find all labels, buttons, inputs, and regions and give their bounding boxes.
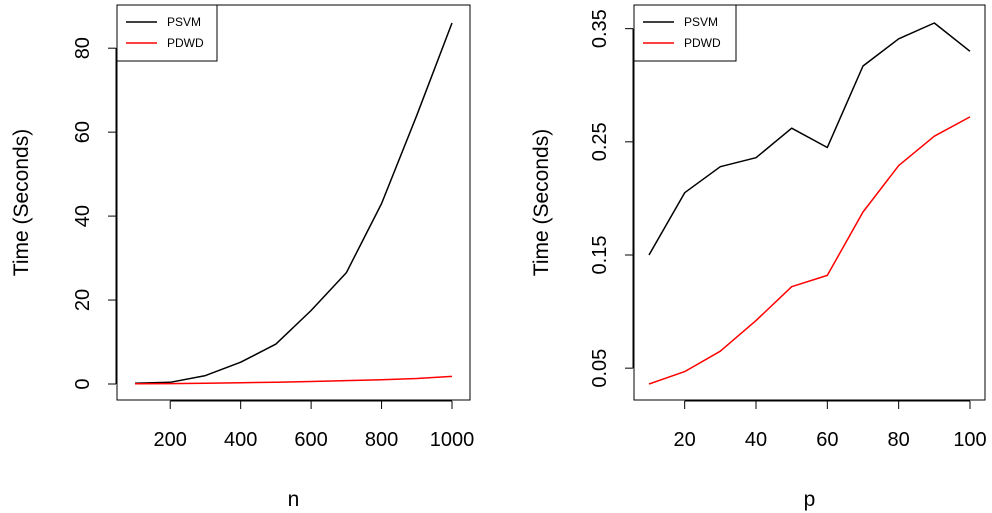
legend-box [116,4,218,62]
y-tick-label: 60 [72,121,94,143]
y-tick-label: 0.05 [589,349,611,388]
x-tick-label: 400 [224,429,257,451]
x-tick-label: 200 [154,429,187,451]
y-tick-label: 40 [72,205,94,227]
series-line-psvm [134,22,453,384]
y-tick-label: 0.15 [589,236,611,275]
x-tick-label: 100 [953,429,986,451]
plot-frame [116,4,471,401]
y-tick-label: 80 [72,37,94,59]
y-tick-label: 20 [72,289,94,311]
y-axis-title: Time (Seconds) [10,129,33,276]
chart-left: 200 400 600 800 1000 0 20 40 60 80 n Time (Seconds)… [10,4,475,511]
legend-label: PDWD [167,36,204,50]
x-tick-label: 60 [816,429,838,451]
x-tick-label: 40 [745,429,767,451]
x-tick-label: 600 [294,429,327,451]
legend-box [633,4,737,62]
x-tick-label: 800 [365,429,398,451]
x-tick-label: 80 [888,429,910,451]
legend-label: PSVM [684,15,718,29]
x-tick-label: 1000 [430,429,475,451]
legend: PSVM PDWD [633,4,737,62]
series-line-pdwd [134,375,453,385]
series-line-psvm [648,22,971,256]
series-line-pdwd [648,116,971,385]
y-axis-title: Time (Seconds) [530,129,553,276]
y-tick-label: 0.25 [589,122,611,161]
chart-right: 20 40 60 80 100 0.05 0.15 0.25 0.35 p Time (Second… [530,4,987,511]
y-tick-label: 0.35 [589,9,611,48]
legend-label: PSVM [167,15,201,29]
x-axis-title: p [804,488,816,511]
x-axis-title: n [288,488,300,511]
plot-frame [633,4,986,401]
y-tick-label: 0 [72,378,94,389]
legend-label: PDWD [684,36,721,50]
legend: PSVM PDWD [116,4,218,62]
x-tick-label: 20 [674,429,696,451]
